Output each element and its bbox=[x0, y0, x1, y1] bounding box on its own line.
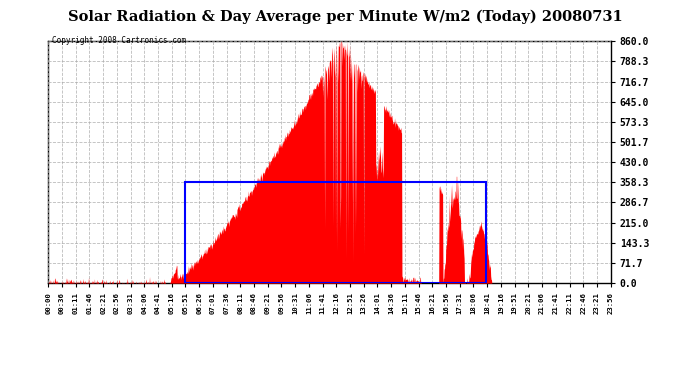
Bar bbox=[186, 182, 486, 283]
Text: Solar Radiation & Day Average per Minute W/m2 (Today) 20080731: Solar Radiation & Day Average per Minute… bbox=[68, 9, 622, 24]
Text: Copyright 2008 Cartronics.com: Copyright 2008 Cartronics.com bbox=[52, 36, 186, 45]
